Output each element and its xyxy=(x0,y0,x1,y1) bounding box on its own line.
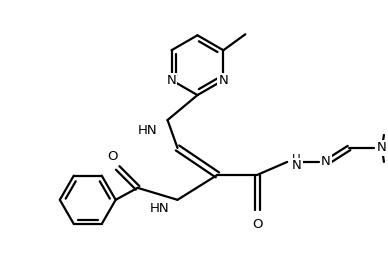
Text: N: N xyxy=(321,155,331,168)
Text: HN: HN xyxy=(150,202,170,215)
Text: N: N xyxy=(292,159,302,172)
Text: O: O xyxy=(252,218,263,231)
Text: O: O xyxy=(107,150,118,163)
Text: H: H xyxy=(292,153,301,166)
Text: HN: HN xyxy=(138,124,158,137)
Text: N: N xyxy=(377,142,387,154)
Text: N: N xyxy=(167,74,177,87)
Text: N: N xyxy=(218,74,228,87)
